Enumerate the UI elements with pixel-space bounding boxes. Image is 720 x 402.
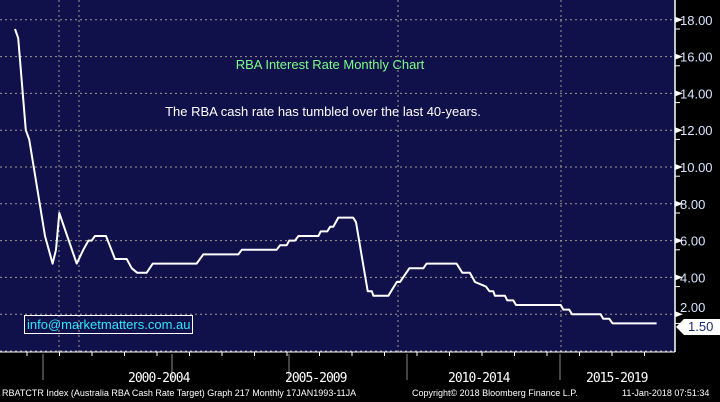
last-value-label: 1.50 xyxy=(676,319,720,335)
plot-background xyxy=(0,0,675,352)
series-line xyxy=(14,28,657,325)
y-tick-label: 6.00 xyxy=(680,234,705,249)
y-tick-arrow xyxy=(675,200,683,207)
y-tick-label: 12.00 xyxy=(680,123,713,138)
x-axis-band xyxy=(0,352,720,402)
y-tick-label: 2.00 xyxy=(680,300,705,315)
y-tick-arrow xyxy=(675,16,683,23)
chart-title: RBA Interest Rate Monthly Chart xyxy=(235,57,425,72)
footer-timestamp: 11-Jan-2018 07:51:34 xyxy=(622,388,710,398)
y-tick-arrow xyxy=(675,311,683,318)
y-tick-arrow xyxy=(675,127,683,134)
y-tick-arrow xyxy=(675,164,683,170)
x-period-label: 2005-2009 xyxy=(285,371,347,386)
footer-index: RBATCTR Index (Australia RBA Cash Rate T… xyxy=(2,388,357,398)
y-tick-arrow xyxy=(675,237,683,244)
y-tick-label: 4.00 xyxy=(680,270,705,285)
y-tick-arrow xyxy=(675,274,683,281)
y-tick-label: 16.00 xyxy=(680,50,713,65)
y-tick-label: 14.00 xyxy=(680,86,713,101)
x-period-label: 2015-2019 xyxy=(586,371,648,386)
email-watermark: info@marketmatters.com.au xyxy=(24,315,194,334)
y-tick-label: 10.00 xyxy=(680,160,713,175)
x-period-label: 2000-2004 xyxy=(128,371,190,386)
y-tick-arrow xyxy=(675,90,683,97)
chart-subtitle: The RBA cash rate has tumbled over the l… xyxy=(165,104,481,119)
y-tick-label: 18.00 xyxy=(680,13,713,28)
y-tick-label: 8.00 xyxy=(680,197,705,212)
x-period-label: 2010-2014 xyxy=(448,371,510,386)
footer-copyright: Copyright© 2018 Bloomberg Finance L.P. xyxy=(412,388,578,398)
y-tick-arrow xyxy=(675,53,683,60)
